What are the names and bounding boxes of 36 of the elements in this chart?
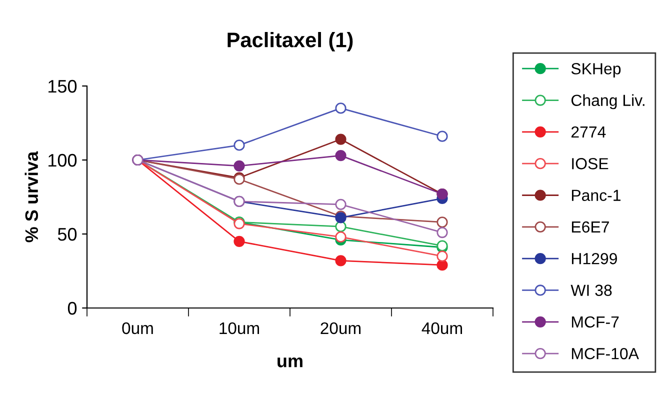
- point: [436, 130, 448, 142]
- point: [234, 160, 245, 172]
- point: [436, 216, 448, 228]
- point: [234, 140, 245, 151]
- y-tick-label: 150: [48, 80, 77, 93]
- point: [335, 221, 346, 232]
- point: [436, 260, 448, 271]
- legend-label: WI 38: [570, 284, 612, 296]
- legend-label: 2774: [571, 126, 606, 138]
- legend-label: SKHep: [571, 63, 621, 78]
- point: [335, 231, 346, 243]
- legend-label: Panc-1: [572, 190, 620, 201]
- x-tick-label: 20um: [320, 322, 360, 334]
- point: [436, 250, 448, 262]
- legend-label: MCF-7: [572, 316, 619, 328]
- legend-label: E6E7: [572, 221, 609, 233]
- legend-label: IOSE: [572, 158, 608, 170]
- y-tick-label: 0: [68, 302, 77, 315]
- chart-title: Paclitaxel (1): [228, 32, 353, 52]
- x-axis-title: um: [278, 357, 302, 368]
- x-tick-label: 40um: [422, 322, 462, 334]
- point: [335, 198, 346, 210]
- point: [436, 226, 448, 238]
- legend-label: MCF-10A: [572, 348, 639, 360]
- legend-label: Chang Liv.: [571, 94, 644, 110]
- y-tick-label: 50: [58, 228, 77, 241]
- y-axis-title: % S urviva: [24, 151, 38, 242]
- x-tick-label: 0um: [122, 322, 153, 334]
- point: [335, 102, 346, 114]
- point: [335, 150, 346, 162]
- point: [234, 236, 245, 247]
- point: [335, 134, 346, 145]
- y-tick-label: 100: [48, 154, 77, 167]
- point: [335, 255, 346, 266]
- x-tick-label: 10um: [220, 322, 259, 334]
- legend-label: H1299: [572, 253, 617, 264]
